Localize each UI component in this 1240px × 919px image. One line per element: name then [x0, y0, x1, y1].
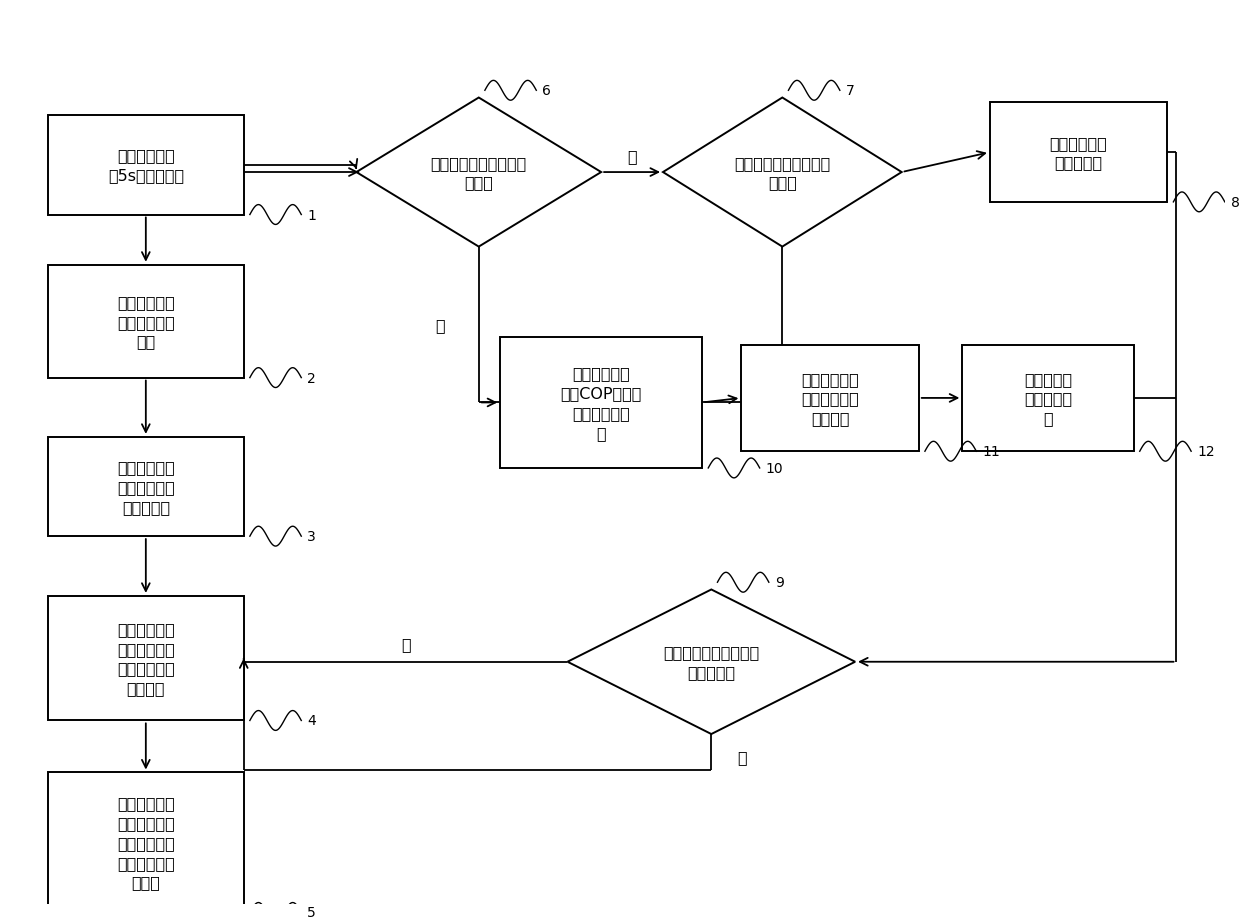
Text: 根据选取设备
的运行状态，
生成参数: 根据选取设备 的运行状态， 生成参数 [801, 371, 859, 425]
Text: 4: 4 [308, 714, 316, 728]
Text: 查询实时数据
（主机、冷却
泵、冷冻泵、
冷却塔的运行
数据）: 查询实时数据 （主机、冷却 泵、冷冻泵、 冷却塔的运行 数据） [117, 796, 175, 890]
Text: 否: 否 [737, 749, 746, 765]
Text: 8: 8 [1231, 196, 1240, 210]
Bar [48, 437, 244, 537]
Text: 11: 11 [982, 445, 1001, 459]
Text: 比较计算结果是否和前
置条件相等: 比较计算结果是否和前 置条件相等 [663, 644, 759, 679]
Text: 否: 否 [435, 318, 444, 333]
Text: 将生成的参
数存入数据
库: 将生成的参 数存入数据 库 [1024, 371, 1073, 425]
Bar [962, 346, 1133, 452]
Polygon shape [663, 98, 901, 247]
Text: 1: 1 [308, 209, 316, 222]
Bar [48, 773, 244, 913]
Text: 12: 12 [1198, 445, 1215, 459]
Text: 5: 5 [308, 905, 316, 919]
Text: 将条件动态组
合进行计算: 将条件动态组 合进行计算 [1049, 136, 1107, 170]
Bar [500, 337, 702, 469]
Text: 3: 3 [308, 529, 316, 543]
Bar [742, 346, 919, 452]
Text: 9: 9 [775, 575, 784, 590]
Text: 7: 7 [846, 85, 854, 98]
Text: 6: 6 [542, 85, 552, 98]
Text: 根据时间最短
法或COP最优法
，选取最优设
备: 根据时间最短 法或COP最优法 ，选取最优设 备 [560, 366, 642, 440]
Text: 判断实时数据是否是条
件节点: 判断实时数据是否是条 件节点 [430, 155, 527, 190]
Text: 组装上述节点
数据为多维树
状结构列表: 组装上述节点 数据为多维树 状结构列表 [117, 460, 175, 515]
Text: 定时调度控制
（5s执行一次）: 定时调度控制 （5s执行一次） [108, 148, 184, 183]
Bar [48, 266, 244, 379]
Bar [48, 596, 244, 720]
Bar [990, 103, 1167, 203]
Text: 剄断实时数据是否是条
件节点: 剄断实时数据是否是条 件节点 [734, 155, 831, 190]
Polygon shape [568, 590, 856, 734]
Polygon shape [356, 98, 601, 247]
Text: 从数据库中获
取流程图节点
数据: 从数据库中获 取流程图节点 数据 [117, 294, 175, 349]
Text: 10: 10 [766, 461, 784, 475]
Text: 通过前序遍历
树状结构数据
（从根节点开
始遍历）: 通过前序遍历 树状结构数据 （从根节点开 始遍历） [117, 621, 175, 696]
Bar [48, 116, 244, 215]
Text: 是: 是 [401, 637, 410, 652]
Text: 是: 是 [627, 149, 637, 165]
Text: 2: 2 [308, 371, 316, 385]
